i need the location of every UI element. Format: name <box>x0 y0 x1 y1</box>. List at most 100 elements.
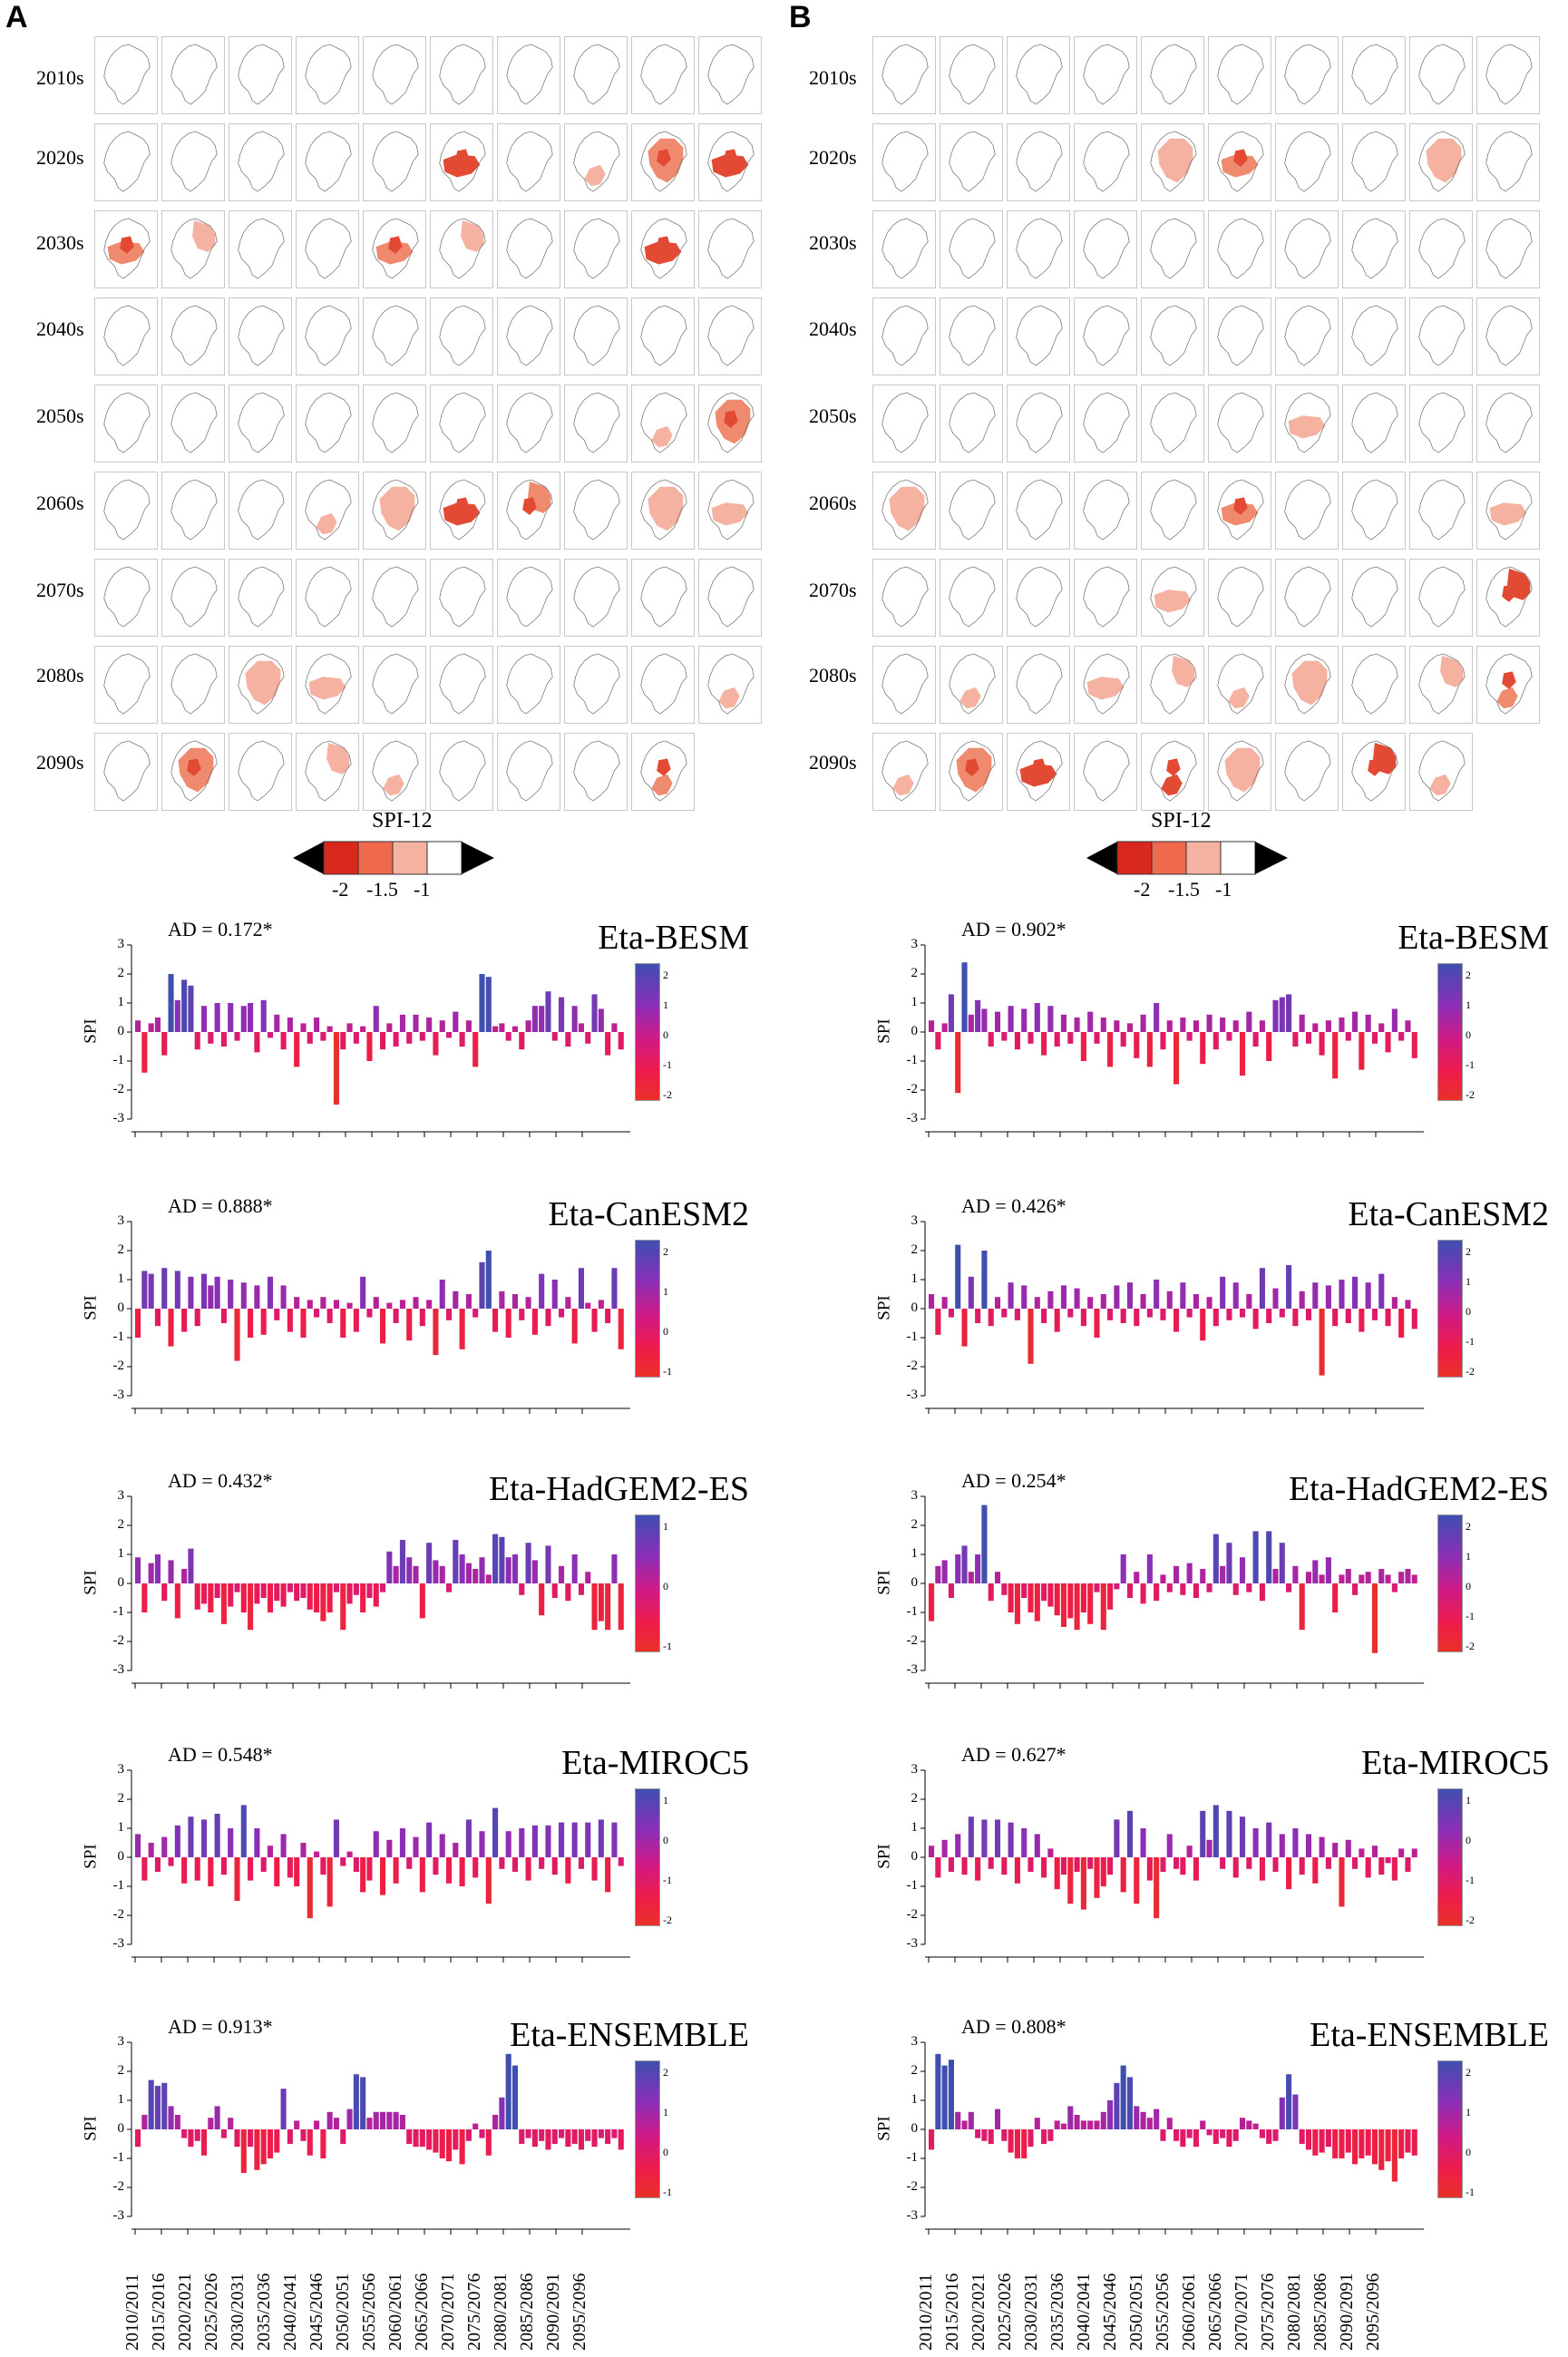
spi-bar <box>1074 1583 1080 1631</box>
spi-bar <box>1305 1309 1312 1320</box>
y-tick-label: 3 <box>911 2034 919 2049</box>
spi-bar <box>1054 2120 1060 2129</box>
spi-bar <box>333 1583 340 1592</box>
spi-bar <box>1339 2129 1345 2158</box>
spi-bar <box>294 1583 300 1602</box>
map-tile <box>698 472 762 550</box>
spi-bar <box>559 1822 565 1857</box>
spi-bar <box>1180 1282 1186 1309</box>
map-tile <box>1409 559 1473 637</box>
spi-bar <box>228 2118 234 2129</box>
spi-bar <box>307 1857 313 1919</box>
legend-label: -1.5 <box>366 878 398 901</box>
y-tick-label: 1 <box>117 1820 125 1835</box>
map-tile <box>1074 123 1137 201</box>
spi-bar <box>585 1032 591 1044</box>
spi-bar <box>1160 1309 1166 1320</box>
spi-bar <box>1107 1309 1114 1320</box>
spi-bar <box>591 1583 598 1631</box>
map-tile <box>1409 646 1473 724</box>
spi-bar <box>1371 1032 1378 1044</box>
colorbar-tick-label: -1 <box>1466 1335 1475 1348</box>
chart-title: Eta-CanESM2 <box>548 1195 749 1233</box>
spi-bar <box>1021 1008 1027 1032</box>
colorbar-tick-label: -1 <box>663 1058 672 1071</box>
map-tile <box>564 733 628 811</box>
y-tick-label: 3 <box>911 1762 919 1777</box>
spi-bar <box>1174 1032 1180 1085</box>
spi-bar <box>399 1300 405 1309</box>
x-tick-label: 2030/2031 <box>228 2273 248 2351</box>
spi-bar <box>1272 999 1279 1032</box>
spi-bar <box>280 1032 287 1050</box>
spi-bar <box>539 1006 545 1032</box>
spi-bar <box>1126 1023 1134 1032</box>
spi-bar <box>1378 1023 1385 1032</box>
spi-bar <box>320 2129 326 2158</box>
colorbar-tick-label: 0 <box>663 1028 668 1041</box>
spi-bar <box>1193 1294 1199 1309</box>
spi-bar <box>525 1857 531 1881</box>
spi-bar <box>280 1834 287 1857</box>
spi-bar <box>981 1505 988 1583</box>
spi-bar <box>531 1825 538 1857</box>
map-tile <box>631 733 695 811</box>
spi-bar <box>353 1309 359 1332</box>
spi-bar <box>988 1583 994 1602</box>
spi-bar <box>525 2129 531 2138</box>
spi-bar <box>1411 1309 1417 1329</box>
map-tile <box>1476 123 1540 201</box>
legend-label: -2 <box>332 878 349 901</box>
y-tick-label: -1 <box>906 1604 919 1619</box>
chart-colorbar <box>635 1240 660 1378</box>
map-tile <box>161 123 225 201</box>
spi-bar <box>174 1583 180 1619</box>
spi-bar <box>373 1297 379 1309</box>
map-tile <box>940 646 1003 724</box>
spi-bar <box>1100 2111 1106 2129</box>
chart-colorbar <box>635 1515 660 1652</box>
spi-bar <box>948 1857 954 1872</box>
spi-bar <box>511 2065 519 2129</box>
spi-bar <box>465 2129 472 2141</box>
spi-bar <box>1398 2129 1405 2158</box>
spi-bar <box>1200 1569 1206 1583</box>
spi-bar <box>1252 2123 1259 2129</box>
spi-bar <box>459 1554 465 1583</box>
spi-bar <box>1134 1857 1140 1904</box>
spi-bar <box>1140 1294 1146 1309</box>
spi-bar <box>380 2111 386 2129</box>
spi-bar <box>519 2129 525 2144</box>
spi-bar <box>499 1857 505 1869</box>
spi-bar <box>605 1857 611 1893</box>
colorbar-tick-label: 0 <box>1466 1305 1471 1318</box>
spi-bar <box>1034 1834 1040 1857</box>
spi-bar <box>1166 2118 1173 2129</box>
spi-bar <box>485 977 492 1032</box>
spi-bar <box>393 1857 399 1884</box>
colorbar-tick-label: -1 <box>1466 1610 1475 1622</box>
spi-bar <box>453 2129 459 2150</box>
spi-bar <box>935 1032 941 1050</box>
spi-bar <box>611 1023 618 1032</box>
spi-bar <box>618 1857 624 1866</box>
spi-bar <box>1054 1583 1060 1616</box>
y-tick-label: 3 <box>911 1488 919 1503</box>
spi-bar <box>1246 2120 1252 2129</box>
map-tile <box>872 733 936 811</box>
spi-bar <box>433 1857 439 1875</box>
spi-bar <box>1134 1572 1140 1583</box>
spi-bar <box>531 2129 538 2148</box>
spi-bar <box>214 1276 220 1309</box>
map-tile <box>1275 36 1339 114</box>
spi-bar <box>300 1023 307 1032</box>
spi-bar <box>1034 1003 1040 1032</box>
spi-bar <box>267 1276 274 1309</box>
spi-bar <box>1232 2129 1239 2141</box>
map-tile <box>1208 385 1271 463</box>
spi-bar <box>174 1271 180 1309</box>
spi-bar <box>929 1020 935 1032</box>
map-tile <box>1074 646 1137 724</box>
map-tile <box>1208 646 1271 724</box>
spi-bar <box>1067 1032 1074 1044</box>
